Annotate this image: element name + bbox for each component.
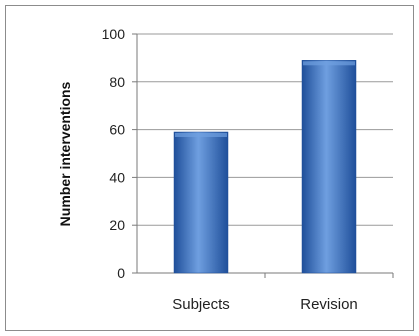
x-tick-label: Revision [300, 296, 358, 313]
x-tick-labels: Subjects Revision [172, 296, 358, 313]
bars [173, 60, 357, 274]
y-tick-label: 100 [102, 26, 126, 42]
y-tick-label: 40 [109, 169, 125, 185]
x-tick-label: Subjects [172, 296, 230, 313]
y-axis-title: Number interventions [57, 81, 73, 226]
bar-revision [301, 60, 357, 274]
bar-subjects [173, 131, 229, 274]
y-tick-label: 60 [109, 122, 125, 138]
bar-highlight [175, 132, 227, 137]
y-tick-label: 20 [109, 217, 125, 233]
y-tick-label: 80 [109, 74, 125, 90]
bar-highlight [303, 61, 355, 66]
y-tick-labels: 0 20 40 60 80 100 [102, 26, 126, 281]
y-tick-label: 0 [117, 265, 125, 281]
